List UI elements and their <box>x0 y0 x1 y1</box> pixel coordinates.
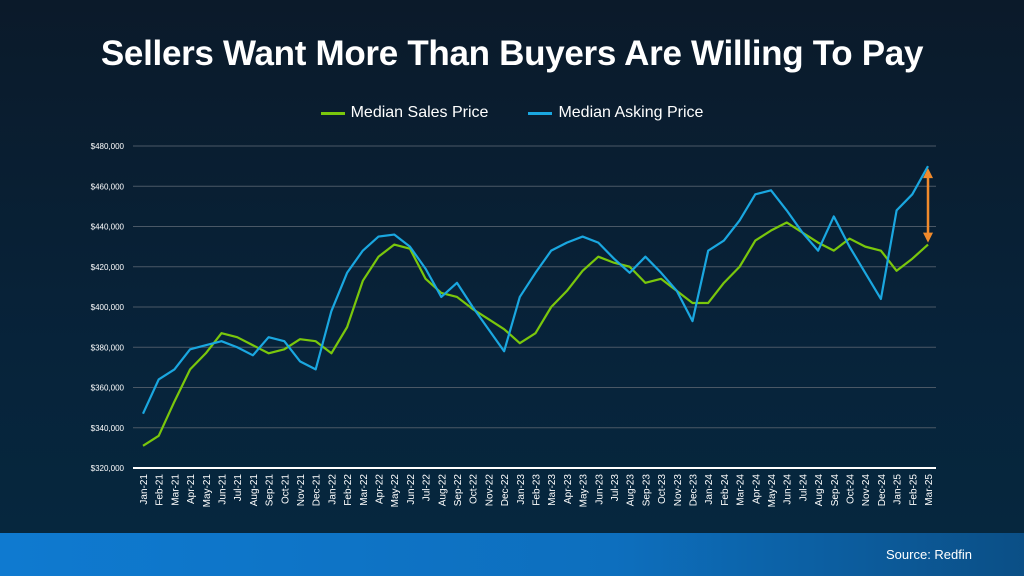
gap-arrow-head-up <box>923 168 933 179</box>
x-tick-label: Feb-23 <box>532 474 543 506</box>
x-tick-label: Oct-22 <box>469 474 480 504</box>
legend-item-asking: Median Asking Price <box>528 104 703 122</box>
x-tick-label: Jun-24 <box>783 474 794 505</box>
x-tick-label: Mar-22 <box>359 474 370 506</box>
y-tick-label: $360,000 <box>91 384 125 393</box>
y-tick-label: $440,000 <box>91 223 125 232</box>
x-tick-label: Apr-24 <box>751 474 762 504</box>
x-tick-label: Sep-21 <box>265 474 276 507</box>
x-tick-label: Jan-23 <box>516 474 527 505</box>
x-tick-label: Feb-21 <box>155 474 166 506</box>
x-tick-label: Jun-21 <box>218 474 229 505</box>
line-chart: $320,000 $340,000 $360,000 $380,000 $400,000… <box>91 142 936 508</box>
x-tick-label: Aug-21 <box>249 474 260 507</box>
x-tick-label: Dec-24 <box>877 474 888 507</box>
y-tick-label: $420,000 <box>91 263 125 272</box>
x-tick-label: Feb-24 <box>720 474 731 506</box>
legend-label-sales: Median Sales Price <box>350 104 489 121</box>
y-tick-label: $460,000 <box>91 182 125 191</box>
x-tick-label: Sep-24 <box>830 474 841 507</box>
x-tick-label: Mar-21 <box>170 474 181 506</box>
x-tick-label: Aug-24 <box>814 474 825 507</box>
x-tick-label: Nov-22 <box>484 474 495 507</box>
x-tick-label: Apr-23 <box>563 474 574 504</box>
legend-item-sales: Median Sales Price <box>320 104 489 122</box>
legend: Median Sales Price Median Asking Price <box>0 104 1024 122</box>
x-tick-label: Apr-22 <box>375 474 386 504</box>
series-line-asking <box>142 165 929 415</box>
y-tick-label: $480,000 <box>91 142 125 151</box>
x-tick-label: Nov-21 <box>296 474 307 507</box>
y-tick-label: $340,000 <box>91 424 125 433</box>
gap-arrow-head-down <box>923 232 933 243</box>
chart-title: Sellers Want More Than Buyers Are Willin… <box>100 34 924 73</box>
x-tick-label: Dec-22 <box>500 474 511 507</box>
x-tick-label: Jun-22 <box>406 474 417 505</box>
x-tick-label: Jun-23 <box>594 474 605 505</box>
legend-swatch-asking <box>528 111 553 115</box>
legend-swatch-sales <box>320 111 345 115</box>
x-tick-label: Jan-25 <box>893 474 904 505</box>
x-tick-label: May-21 <box>202 474 213 508</box>
x-tick-label: May-24 <box>767 474 778 508</box>
y-tick-label: $400,000 <box>91 303 125 312</box>
x-tick-label: Jul-24 <box>798 474 809 502</box>
x-tick-label: Aug-22 <box>437 474 448 507</box>
x-tick-label: Jul-23 <box>610 474 621 502</box>
legend-label-asking: Median Asking Price <box>558 104 704 121</box>
x-tick-label: Sep-23 <box>641 474 652 507</box>
x-tick-label: Feb-22 <box>343 474 354 506</box>
x-tick-label: May-23 <box>579 474 590 508</box>
x-tick-label: Mar-24 <box>736 474 747 506</box>
x-tick-label: Jul-21 <box>233 474 244 502</box>
x-tick-label: Nov-24 <box>861 474 872 507</box>
x-tick-label: Oct-24 <box>846 474 857 504</box>
x-tick-label: Jan-22 <box>327 474 338 505</box>
y-tick-label: $380,000 <box>91 343 125 352</box>
x-tick-label: Jan-21 <box>139 474 150 505</box>
x-tick-label: Oct-21 <box>280 474 291 504</box>
x-tick-label: Mar-23 <box>547 474 558 506</box>
x-tick-label: Dec-23 <box>689 474 700 507</box>
x-tick-label: Oct-23 <box>657 474 668 504</box>
series-line-sales <box>142 221 929 447</box>
x-tick-label: Jul-22 <box>422 474 433 502</box>
y-tick-label: $320,000 <box>91 464 125 473</box>
x-tick-label: Sep-22 <box>453 474 464 507</box>
x-tick-label: Dec-21 <box>312 474 323 507</box>
x-tick-label: Feb-25 <box>908 474 919 506</box>
source-note: Source: Redfin <box>886 547 972 562</box>
x-tick-label: Apr-21 <box>186 474 197 504</box>
x-tick-label: Aug-23 <box>626 474 637 507</box>
x-tick-label: Mar-25 <box>924 474 935 506</box>
x-tick-label: May-22 <box>390 474 401 508</box>
x-tick-label: Nov-23 <box>673 474 684 507</box>
footer-bar: Source: Redfin <box>0 533 1024 576</box>
x-tick-label: Jan-24 <box>704 474 715 505</box>
